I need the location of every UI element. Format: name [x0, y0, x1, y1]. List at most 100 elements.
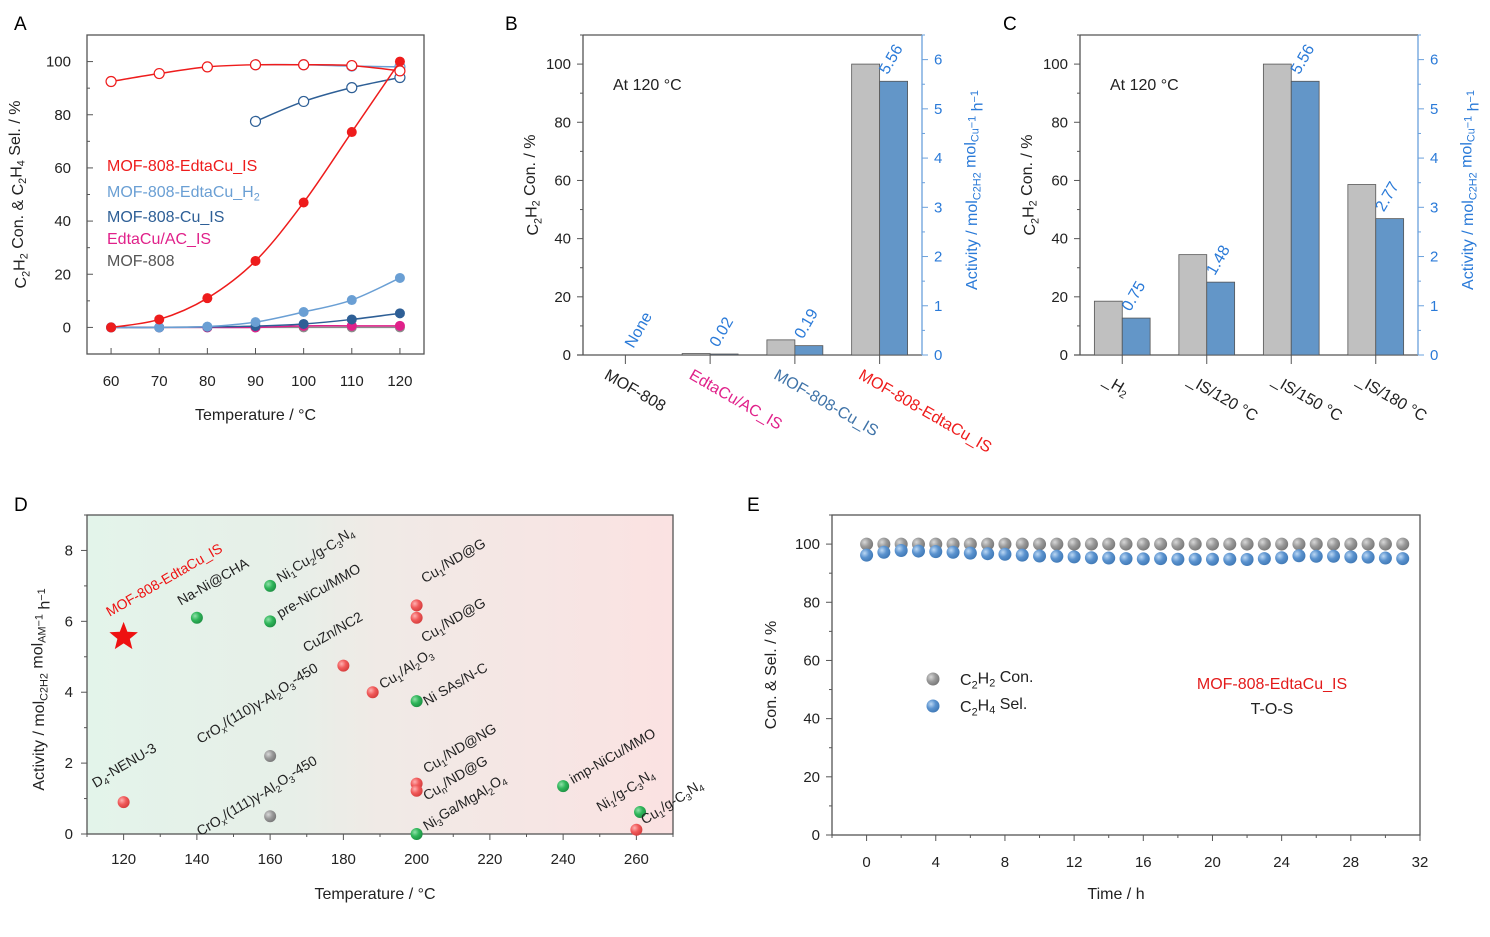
- time-series-point: [1102, 551, 1116, 565]
- time-series-point: [1309, 537, 1323, 551]
- data-point: [394, 272, 405, 283]
- annotation-text: At 120 °C: [613, 77, 682, 94]
- y-tick-label: 20: [554, 289, 571, 306]
- time-series-point: [1292, 549, 1306, 563]
- y-tick-label: 80: [54, 107, 71, 124]
- y-tick-label: 80: [554, 114, 571, 131]
- legend-entry: MOF-808-EdtaCu_IS: [107, 158, 257, 175]
- data-point-open: [201, 61, 213, 73]
- data-point: [202, 321, 213, 332]
- time-series-point: [1223, 552, 1237, 566]
- y-tick-label: 20: [54, 266, 71, 283]
- y2-tick-label: 5: [1430, 101, 1438, 118]
- y-tick-label: 4: [65, 684, 73, 701]
- y-tick-label: 0: [1060, 347, 1068, 364]
- y-tick-label: 20: [1051, 289, 1068, 306]
- time-series-point: [911, 544, 925, 558]
- bar-conversion: [681, 353, 711, 356]
- bar-activity: [709, 353, 739, 356]
- time-series-point: [1154, 537, 1168, 551]
- x-tick-label: 140: [184, 851, 209, 868]
- time-series-point: [1067, 537, 1081, 551]
- y-tick-label: 0: [65, 826, 73, 843]
- panel-a-chart: 0 20 40 60 80 100 60 70 80 90 100 110 120 Temperature…: [7, 34, 425, 424]
- bar-activity: [1121, 317, 1151, 356]
- x-tick-label: 24: [1273, 854, 1290, 871]
- x-tick-label: 28: [1342, 854, 1359, 871]
- scatter-point: [410, 599, 423, 612]
- time-series-point: [1327, 549, 1341, 563]
- bar-conversion: [1178, 254, 1208, 356]
- data-point: [298, 197, 309, 208]
- panel-e-chart: 0 20 40 60 80 100 0 4 8 12 16 20 24 28 32 Time / h Con. …: [763, 514, 1429, 903]
- y-tick-label: 40: [54, 213, 71, 230]
- time-series-point: [1361, 550, 1375, 564]
- scatter-point: [557, 780, 570, 793]
- time-series-point: [981, 547, 995, 561]
- data-label: 0.75: [1119, 279, 1149, 315]
- legend-entry: MOF-808-EdtaCu_H2: [107, 184, 260, 203]
- data-point: [394, 56, 405, 67]
- category-label: _IS/180 °C: [1353, 371, 1430, 425]
- x-tick-label: 12: [1066, 854, 1083, 871]
- y2-tick-label: 3: [1430, 199, 1438, 216]
- time-series-point: [1344, 537, 1358, 551]
- y-tick-label: 100: [46, 54, 71, 71]
- y-tick-label: 40: [1051, 231, 1068, 248]
- data-label: 2.77: [1372, 179, 1402, 215]
- data-label: 0.19: [792, 306, 822, 342]
- y-tick-label: 100: [1043, 56, 1068, 73]
- x-tick-label: 32: [1412, 854, 1429, 871]
- x-tick-label: 160: [258, 851, 283, 868]
- panel-label-c: C: [1003, 14, 1017, 35]
- x-tick-label: 180: [331, 851, 356, 868]
- y-tick-label: 40: [803, 711, 820, 728]
- time-series-point: [1154, 552, 1168, 566]
- data-point: [346, 127, 357, 138]
- time-series-point: [860, 537, 874, 551]
- time-series-point: [1309, 549, 1323, 563]
- time-series-point: [1378, 551, 1392, 565]
- bar-activity: [1375, 218, 1405, 356]
- time-series-point: [1050, 549, 1064, 563]
- data-point-open: [298, 59, 310, 71]
- data-point: [106, 322, 117, 333]
- category-label: _H2: [1098, 371, 1131, 401]
- scatter-point: [337, 659, 350, 672]
- x-tick-label: 120: [111, 851, 136, 868]
- category-label: _IS/150 °C: [1268, 371, 1345, 425]
- x-tick-label: 20: [1204, 854, 1221, 871]
- time-series-point: [998, 547, 1012, 561]
- x-axis-title: Temperature / °C: [314, 886, 435, 903]
- x-tick-label: 90: [247, 373, 264, 390]
- time-series-point: [1257, 537, 1271, 551]
- y-axis-title: C2H2 Con. / %: [1019, 134, 1041, 235]
- y-tick-label: 100: [546, 56, 571, 73]
- time-series-point: [1050, 537, 1064, 551]
- data-point: [154, 322, 165, 333]
- x-tick-label: 16: [1135, 854, 1152, 871]
- y2-tick-label: 4: [1430, 150, 1438, 167]
- point-label: Cu1/g-C3N4: [637, 776, 709, 830]
- x-tick-label: 0: [862, 854, 870, 871]
- time-series-point: [929, 545, 943, 559]
- y-tick-label: 0: [563, 347, 571, 364]
- series-line: [255, 76, 401, 123]
- time-series-point: [1240, 537, 1254, 551]
- plot-background: [87, 515, 673, 834]
- scatter-point: [264, 750, 277, 763]
- category-label: MOF-808-EdtaCu_IS: [856, 367, 995, 457]
- y2-tick-label: 1: [934, 298, 942, 315]
- time-series-point: [1275, 537, 1289, 551]
- y-axis-title: Activity / molC2H2 molAM−1 h−1: [29, 588, 53, 790]
- time-series-point: [877, 545, 891, 559]
- time-series-point: [1361, 537, 1375, 551]
- data-point: [202, 293, 213, 304]
- data-point-open: [249, 115, 262, 127]
- data-point-open: [153, 67, 165, 80]
- time-series-point: [1084, 537, 1098, 551]
- y2-tick-label: 6: [1430, 52, 1438, 69]
- data-label: 5.56: [876, 42, 906, 78]
- y2-tick-label: 5: [934, 101, 942, 118]
